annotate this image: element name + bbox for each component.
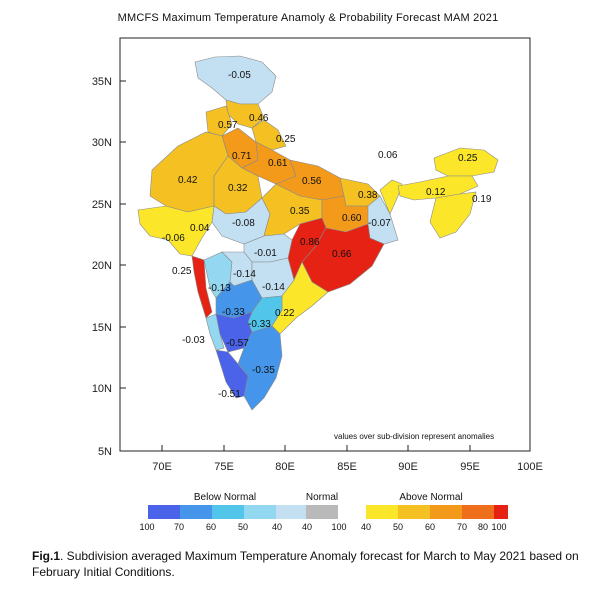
anomaly-value: 0.25 [276, 134, 296, 145]
anomaly-value: 0.04 [190, 223, 210, 234]
anomaly-value: -0.07 [368, 218, 391, 229]
legend-swatch [430, 505, 462, 519]
anomaly-value: -0.14 [262, 282, 285, 293]
anomaly-value: 0.56 [302, 176, 322, 187]
lat-label: 30N [92, 137, 112, 149]
legend-below-swatches [148, 505, 308, 519]
lon-label: 70E [152, 461, 172, 473]
anomaly-value: -0.03 [182, 335, 205, 346]
legend-tick: 100 [139, 522, 155, 532]
lon-label: 85E [337, 461, 357, 473]
subdivision-regions [137, 55, 499, 411]
legend-tick: 50 [237, 522, 248, 532]
anomaly-value: 0.25 [458, 153, 478, 164]
lat-label: 25N [92, 199, 112, 211]
legend-tick: 40 [360, 522, 371, 532]
legend-normal-title: Normal [305, 492, 339, 503]
lat-label: 35N [92, 76, 112, 88]
legend-tick: 100 [491, 522, 507, 532]
legend-swatch [244, 505, 276, 519]
legend-swatch [212, 505, 244, 519]
anomaly-value: 0.22 [275, 308, 295, 319]
anomaly-value: -0.13 [208, 283, 231, 294]
legend-above-swatches [366, 505, 508, 519]
legend-swatch [180, 505, 212, 519]
region-himachal [225, 99, 265, 129]
anomaly-value: 0.71 [232, 151, 252, 162]
legend-tick: 80 [477, 522, 488, 532]
anomaly-value: 0.35 [290, 206, 310, 217]
anomaly-value: -0.57 [226, 338, 249, 349]
legend-below-title: Below Normal [193, 492, 257, 503]
legend-swatch [148, 505, 180, 519]
legend-tick: 50 [392, 522, 403, 532]
lat-label: 20N [92, 260, 112, 272]
legend-tick: 70 [173, 522, 184, 532]
region-konkan [191, 255, 213, 319]
legend-normal-swatches [306, 505, 338, 519]
legend-tick: 60 [424, 522, 435, 532]
region-assam [397, 175, 479, 201]
legend-tick: 40 [301, 522, 312, 532]
region-kerala [215, 349, 249, 399]
anomaly-value: 0.19 [472, 194, 492, 205]
anomaly-value: 0.32 [228, 183, 248, 194]
anomaly-value: -0.06 [162, 233, 185, 244]
anomaly-value: 0.38 [358, 190, 378, 201]
lon-label: 90E [398, 461, 418, 473]
legend-tick: 40 [271, 522, 282, 532]
anomaly-labels: -0.05 0.46 0.57 0.25 0.71 0.61 0.06 0.25… [162, 70, 492, 400]
anomaly-value: -0.51 [218, 389, 241, 400]
region-nmmt [429, 191, 477, 239]
legend-tick: 70 [456, 522, 467, 532]
anomaly-value: 0.25 [172, 266, 192, 277]
axis-ticks [120, 80, 471, 451]
anomaly-value: -0.05 [228, 70, 251, 81]
legend-swatch [306, 505, 338, 519]
legend-tick: 100 [331, 522, 347, 532]
anomaly-value: -0.14 [233, 269, 256, 280]
anomaly-value: 0.66 [332, 249, 352, 260]
caption-label: Fig.1 [32, 549, 61, 563]
anomaly-value: -0.33 [248, 319, 271, 330]
lat-label: 5N [98, 446, 112, 458]
region-odisha [301, 223, 385, 293]
anomaly-note: values over sub-division represent anoma… [334, 432, 494, 441]
legend-swatch [276, 505, 308, 519]
lon-label: 100E [517, 461, 543, 473]
anomaly-value: -0.01 [254, 248, 277, 259]
anomaly-value: 0.61 [268, 158, 288, 169]
anomaly-value: -0.35 [252, 365, 275, 376]
anomaly-value: -0.08 [232, 218, 255, 229]
anomaly-value: 0.86 [300, 237, 320, 248]
legend-swatch [366, 505, 398, 519]
anomaly-value: 0.06 [378, 150, 398, 161]
caption-text: . Subdivision averaged Maximum Temperatu… [32, 549, 579, 579]
region-arunachal [433, 147, 499, 177]
lon-label: 80E [275, 461, 295, 473]
figure-caption: Fig.1. Subdivision averaged Maximum Temp… [32, 548, 602, 580]
lat-label: 15N [92, 322, 112, 334]
anomaly-value: 0.60 [342, 213, 362, 224]
india-temperature-map: 35N 30N 25N 20N 15N 10N 5N 70E 75E 80E 8… [92, 37, 543, 473]
lat-label: 10N [92, 383, 112, 395]
region-jammu-kashmir [194, 55, 277, 105]
anomaly-value: 0.42 [178, 175, 198, 186]
anomaly-value: -0.33 [222, 307, 245, 318]
legend-swatch [462, 505, 494, 519]
anomaly-value: 0.46 [249, 113, 269, 124]
region-punjab [205, 105, 233, 137]
legend-above-title: Above Normal [399, 492, 463, 503]
map-title: MMCFS Maximum Temperature Anamoly & Prob… [117, 12, 499, 24]
legend-swatch [494, 505, 508, 519]
lon-label: 75E [214, 461, 234, 473]
anomaly-value: 0.12 [426, 187, 446, 198]
region-gujarat [137, 205, 215, 257]
legend-tick: 60 [205, 522, 216, 532]
lon-label: 95E [460, 461, 480, 473]
anomaly-value: 0.57 [218, 120, 238, 131]
legend-swatch [398, 505, 430, 519]
